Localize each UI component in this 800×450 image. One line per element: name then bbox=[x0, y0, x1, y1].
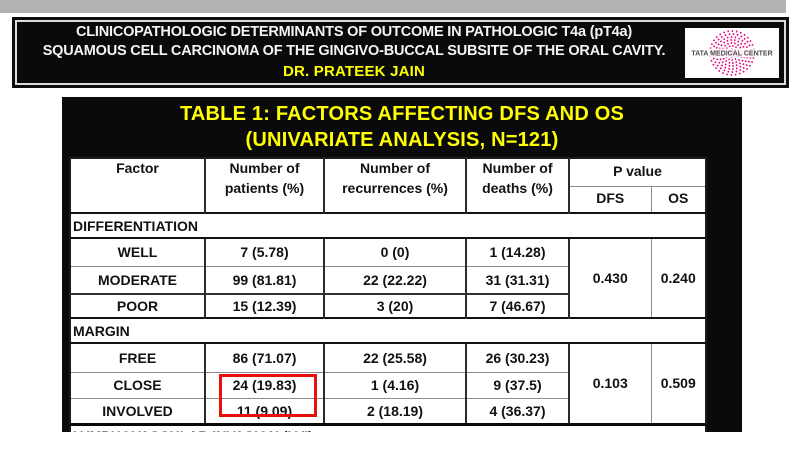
p-dfs-cell: 0.430 bbox=[568, 237, 652, 319]
table-title-line-2: (UNIVARIATE ANALYSIS, N=121) bbox=[245, 129, 559, 151]
top-gray-strip bbox=[0, 0, 786, 13]
slide-title-block: CLINICOPATHOLOGIC DETERMINANTS OF OUTCOM… bbox=[17, 21, 685, 83]
recurrences-cell: 2 (18.19) bbox=[323, 397, 467, 425]
logo-text: TATA MEDICAL CENTER bbox=[691, 50, 772, 57]
factor-cell: MODERATE bbox=[69, 265, 206, 295]
patients-cell-highlighted: 11 (9.09) bbox=[204, 397, 325, 425]
section-row-differentiation: DIFFERENTIATION bbox=[69, 212, 707, 239]
factor-cell: WELL bbox=[69, 237, 206, 267]
factor-cell: CLOSE bbox=[69, 371, 206, 399]
slide-title-line-1: CLINICOPATHOLOGIC DETERMINANTS OF OUTCOM… bbox=[75, 24, 633, 41]
col-header-dfs: DFS bbox=[568, 185, 652, 214]
section-label: DIFFERENTIATION bbox=[69, 212, 707, 239]
col-header-os: OS bbox=[650, 185, 707, 214]
table-row: MODERATE 99 (81.81) 22 (22.22) 31 (31.31… bbox=[69, 265, 706, 295]
recurrences-cell: 3 (20) bbox=[323, 293, 467, 319]
presenter-name: DR. PRATEEK JAIN bbox=[282, 63, 426, 81]
deaths-cell: 26 (30.23) bbox=[465, 342, 570, 373]
col-header-deaths: Number of deaths (%) bbox=[465, 157, 570, 214]
factor-cell: POOR bbox=[69, 293, 206, 319]
deaths-cell: 9 (37.5) bbox=[465, 371, 570, 399]
table-title-line-1: TABLE 1: FACTORS AFFECTING DFS AND OS bbox=[179, 103, 625, 125]
table-row: FREE 86 (71.07) 22 (25.58) 26 (30.23) 0.… bbox=[69, 342, 707, 425]
section-row-clipped: LYMPHOVASCULAR INVASION (LVI) bbox=[69, 422, 707, 432]
col-header-p-value: P value bbox=[568, 157, 707, 187]
deaths-cell: 31 (31.31) bbox=[465, 265, 570, 295]
slide-header-inner: CLINICOPATHOLOGIC DETERMINANTS OF OUTCOM… bbox=[15, 20, 786, 85]
logo-dotted-circle-icon: TATA MEDICAL CENTER bbox=[687, 29, 777, 76]
data-table-wrap: Factor Number of patients (%) Number of … bbox=[69, 157, 707, 432]
factor-cell: INVOLVED bbox=[69, 397, 206, 425]
factor-cell: FREE bbox=[69, 342, 206, 373]
section-label: MARGIN bbox=[69, 317, 707, 344]
patients-cell: 99 (81.81) bbox=[204, 265, 325, 295]
tata-medical-center-logo: TATA MEDICAL CENTER bbox=[685, 27, 779, 78]
table-title: TABLE 1: FACTORS AFFECTING DFS AND OS (U… bbox=[62, 97, 742, 157]
recurrences-cell: 0 (0) bbox=[323, 237, 467, 267]
patients-cell: 15 (12.39) bbox=[204, 293, 325, 319]
section-label: LYMPHOVASCULAR INVASION (LVI) bbox=[69, 422, 707, 432]
table-row: INVOLVED 11 (9.09) 2 (18.19) 4 (36.37) bbox=[69, 397, 706, 425]
deaths-cell: 4 (36.37) bbox=[465, 397, 570, 425]
recurrences-cell: 22 (22.22) bbox=[323, 265, 467, 295]
deaths-cell: 1 (14.28) bbox=[465, 237, 570, 267]
table-row: WELL 7 (5.78) 0 (0) 1 (14.28) 0.430 0.24… bbox=[69, 237, 707, 319]
p-os-cell: 0.240 bbox=[650, 237, 707, 319]
col-header-patients: Number of patients (%) bbox=[204, 157, 325, 214]
deaths-cell: 7 (46.67) bbox=[465, 293, 570, 319]
patients-cell: 86 (71.07) bbox=[204, 342, 325, 373]
patients-cell: 7 (5.78) bbox=[204, 237, 325, 267]
p-os-cell: 0.509 bbox=[650, 342, 707, 425]
table-row: POOR 15 (12.39) 3 (20) 7 (46.67) bbox=[69, 293, 706, 319]
factors-table: Factor Number of patients (%) Number of … bbox=[69, 157, 707, 432]
p-dfs-cell: 0.103 bbox=[568, 342, 652, 425]
col-header-recurrences: Number of recurrences (%) bbox=[323, 157, 467, 214]
patients-cell-highlighted: 24 (19.83) bbox=[204, 371, 325, 399]
col-header-factor: Factor bbox=[69, 157, 206, 214]
section-row-margin: MARGIN bbox=[69, 317, 707, 344]
slide-header: CLINICOPATHOLOGIC DETERMINANTS OF OUTCOM… bbox=[12, 17, 789, 88]
recurrences-cell: 22 (25.58) bbox=[323, 342, 467, 373]
slide-title-line-2: SQUAMOUS CELL CARCINOMA OF THE GINGIVO-B… bbox=[42, 42, 666, 59]
recurrences-cell: 1 (4.16) bbox=[323, 371, 467, 399]
table-panel: TABLE 1: FACTORS AFFECTING DFS AND OS (U… bbox=[62, 97, 742, 432]
